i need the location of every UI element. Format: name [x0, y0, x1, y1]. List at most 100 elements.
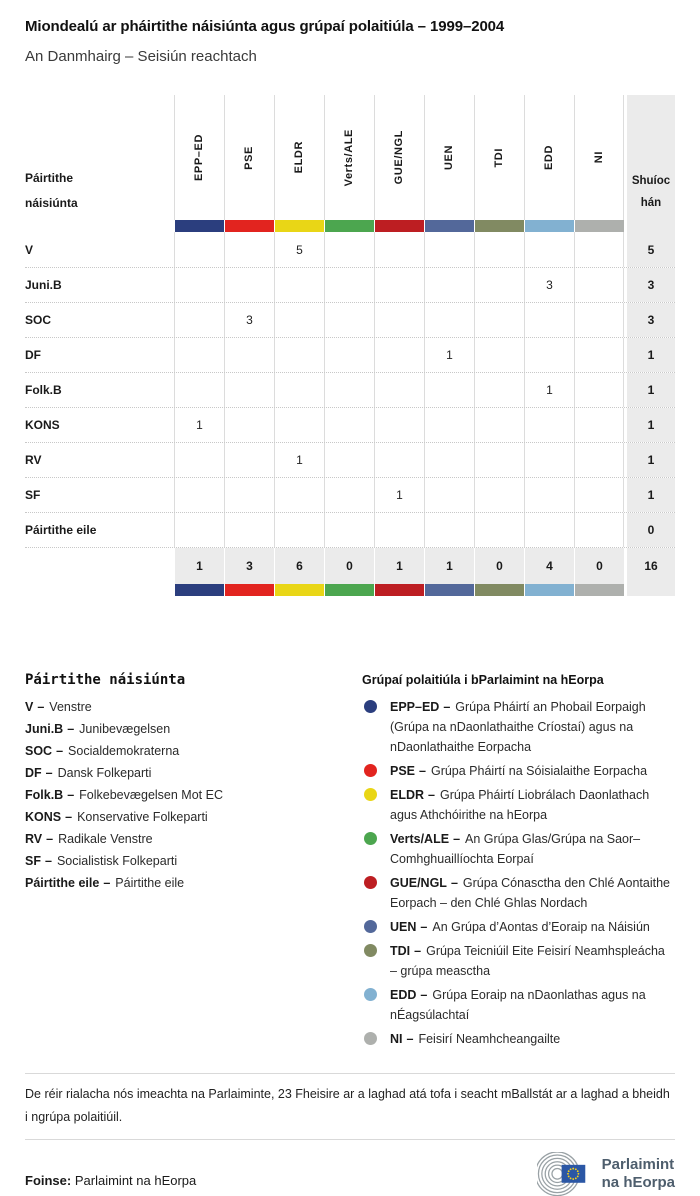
seat-cell	[174, 232, 224, 267]
seat-cell	[374, 408, 424, 442]
column-header-gue-ngl: GUE/NGL	[374, 95, 424, 220]
seat-cell	[174, 303, 224, 337]
color-swatch-pse	[224, 220, 274, 232]
group-color-dot	[364, 764, 377, 777]
column-total: 1	[174, 548, 224, 584]
national-parties-legend-title: Páirtithe náisiúnta	[25, 672, 186, 688]
source-label: Foinse:	[25, 1173, 72, 1188]
seats-column-header: Shuíochán	[627, 95, 675, 220]
seat-cell	[274, 338, 324, 372]
legend-item: GUE/NGL – Grúpa Cónasctha den Chlé Aontait…	[362, 873, 675, 913]
seat-cell	[374, 443, 424, 477]
row-total: 5	[627, 232, 675, 267]
column-total: 1	[424, 548, 474, 584]
political-groups-legend: Grúpaí polaitiúla i bParlaimint na hEorp…	[362, 672, 675, 1049]
seat-cell: 3	[524, 268, 574, 302]
seat-cell	[574, 232, 624, 267]
seat-cell	[274, 513, 324, 547]
group-color-dot	[364, 788, 377, 801]
seat-cell	[324, 303, 374, 337]
column-header-tdi: TDI	[474, 95, 524, 220]
group-color-dot	[364, 944, 377, 957]
seat-cell	[224, 232, 274, 267]
seat-cell	[174, 268, 224, 302]
row-total: 1	[627, 443, 675, 477]
seat-cell	[374, 513, 424, 547]
column-header-eldr: ELDR	[274, 95, 324, 220]
seat-cell	[474, 232, 524, 267]
column-header-epp-ed: EPP–ED	[174, 95, 224, 220]
column-total: 4	[524, 548, 574, 584]
grand-total: 16	[627, 548, 675, 584]
legend-item: SOC – Socialdemokraterna	[25, 744, 180, 758]
legend-item: EDD – Grúpa Eoraip na nDaonlathas agus na …	[362, 985, 675, 1025]
color-swatch-tdi	[474, 584, 524, 596]
group-color-dot	[364, 700, 377, 713]
seat-cell	[324, 338, 374, 372]
legends-section: Páirtithe náisiúnta V – Venstre Juni.B – Jun…	[25, 672, 675, 1049]
seat-cell	[224, 513, 274, 547]
seat-cell	[324, 513, 374, 547]
hemicycle-icon	[536, 1152, 585, 1196]
column-header-verts-ale: Verts/ALE	[324, 95, 374, 220]
seat-cell	[374, 303, 424, 337]
seat-cell	[174, 443, 224, 477]
column-total: 6	[274, 548, 324, 584]
seat-cell	[424, 303, 474, 337]
party-label: Folk.B	[25, 383, 62, 397]
legend-item: DF – Dansk Folkeparti	[25, 766, 152, 780]
color-swatch-edd	[524, 584, 574, 596]
source-line: Foinse: Parlaimint na hEorpa	[25, 1173, 196, 1196]
seat-cell	[174, 373, 224, 407]
seat-cell	[174, 338, 224, 372]
seat-cell: 1	[524, 373, 574, 407]
group-color-dot	[364, 832, 377, 845]
seat-cell	[574, 303, 624, 337]
seat-cell: 3	[224, 303, 274, 337]
seat-cell: 1	[374, 478, 424, 512]
seat-cell	[524, 443, 574, 477]
column-header-pse: PSE	[224, 95, 274, 220]
group-color-dot	[364, 920, 377, 933]
seat-cell	[324, 443, 374, 477]
source-value: Parlaimint na hEorpa	[74, 1173, 197, 1188]
column-total: 0	[574, 548, 624, 584]
seat-cell	[574, 373, 624, 407]
seat-cell	[524, 513, 574, 547]
table-row: SF 1 1	[25, 477, 675, 512]
legend-item: NI – Feisirí Neamhcheangailte	[362, 1029, 675, 1049]
group-color-dot	[364, 988, 377, 1001]
seat-cell	[374, 268, 424, 302]
legend-item: Verts/ALE – An Grúpa Glas/Grúpa na Saor–Co…	[362, 829, 675, 869]
legend-item: UEN – An Grúpa d’Aontas d’Eoraip na Náisiú…	[362, 917, 675, 937]
seat-cell	[474, 513, 524, 547]
seat-cell	[424, 513, 474, 547]
seat-cell: 1	[274, 443, 324, 477]
seat-cell	[474, 478, 524, 512]
seat-cell	[574, 408, 624, 442]
color-swatch-ni	[574, 220, 624, 232]
seat-cell	[324, 268, 374, 302]
seat-cell	[324, 373, 374, 407]
seat-cell	[174, 478, 224, 512]
legend-item: RV – Radikale Venstre	[25, 832, 153, 846]
seat-cell	[374, 232, 424, 267]
seat-cell	[524, 232, 574, 267]
european-parliament-logo: Parlaimint na hEorpa	[536, 1152, 675, 1196]
seat-cell	[474, 408, 524, 442]
table-corner-header: Páirtithe náisiúnta	[25, 171, 78, 210]
seat-cell	[274, 373, 324, 407]
seat-cell	[524, 338, 574, 372]
seat-cell: 1	[174, 408, 224, 442]
seat-cell	[174, 513, 224, 547]
seat-cell	[474, 373, 524, 407]
seat-cell	[324, 408, 374, 442]
seat-cell	[424, 478, 474, 512]
group-color-bar-bottom	[25, 584, 675, 596]
legend-item: Juni.B – Junibevægelsen	[25, 722, 171, 736]
political-groups-legend-title: Grúpaí polaitiúla i bParlaimint na hEorp…	[362, 673, 604, 687]
party-label: SOC	[25, 313, 52, 327]
table-row: KONS 1 1	[25, 407, 675, 442]
seat-cell	[574, 268, 624, 302]
legend-item: PSE – Grúpa Pháirtí na Sóisialaithe Eorpac…	[362, 761, 675, 781]
